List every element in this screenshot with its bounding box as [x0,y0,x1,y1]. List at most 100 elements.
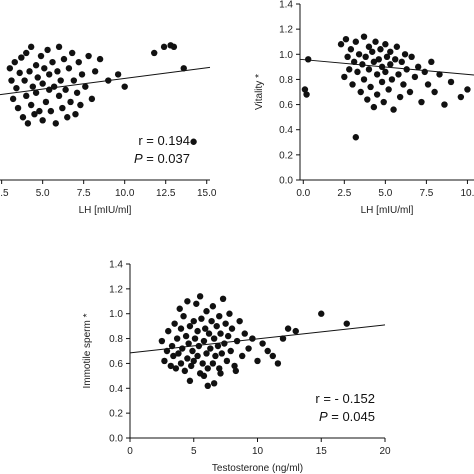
data-point [11,58,18,66]
data-point [219,295,227,302]
data-point [32,62,40,69]
data-point [418,98,425,106]
data-point [387,61,394,68]
data-point [359,61,366,68]
data-point [47,107,55,115]
data-point [457,93,465,101]
data-point [209,360,217,367]
data-point [355,51,363,58]
x-tick-label: 15.0 [197,188,217,199]
x-tick-label: 5.0 [36,188,50,199]
data-point [21,77,28,84]
data-point [360,76,368,83]
data-point [177,360,185,367]
data-point [284,325,292,332]
data-point [254,357,261,365]
data-point [173,335,181,342]
data-point [424,81,432,88]
data-point [226,310,233,317]
data-point [382,68,389,76]
data-point [85,52,92,60]
y-axis-title: Immotile sperm * [82,313,93,388]
data-point [72,110,79,118]
data-point [70,77,78,84]
data-point [59,104,66,112]
data-point [198,315,205,322]
data-point [400,81,407,88]
data-point [78,71,86,78]
data-point [213,322,220,330]
data-point [274,360,282,367]
data-point [37,52,45,60]
data-point [373,91,381,98]
data-point [180,65,187,72]
data-point [217,370,224,377]
data-point [212,352,219,360]
data-point [292,327,299,335]
x-tick-label: 0 [127,446,133,457]
data-point [259,340,266,347]
data-point [55,43,63,51]
data-point [224,332,232,340]
x-axis-title: Testosterone (ng/ml) [212,463,303,474]
data-point [8,77,15,84]
data-point [105,77,112,84]
data-point [228,325,236,332]
data-point [221,340,228,347]
data-point [222,320,229,327]
data-point [232,367,240,375]
data-point [431,88,438,96]
data-point [337,41,345,48]
data-point [401,51,409,58]
data-point [214,342,222,350]
y-axis-title: Vitality * [254,74,265,110]
data-point [31,110,38,118]
data-point [209,303,217,310]
data-point [65,65,73,72]
data-point [382,41,389,48]
data-point [393,43,401,50]
data-point [32,89,40,96]
data-point [41,65,48,72]
data-point [387,48,394,55]
data-point [186,322,194,330]
data-point [364,96,371,103]
data-point [346,66,353,73]
data-point [236,317,243,325]
data-point [57,77,64,84]
data-point [9,95,17,103]
data-point [428,58,435,66]
y-tick-label: 1.0 [109,309,123,320]
x-tick-label: 2.5 [337,188,351,199]
data-point [392,56,399,63]
data-point [176,305,183,312]
data-point [46,71,53,78]
y-tick-label: 0.6 [109,359,123,370]
data-point [421,68,428,76]
data-point [341,73,348,81]
data-point [301,86,309,93]
data-point [406,88,414,96]
y-tick-label: 1.4 [109,260,123,271]
data-point [264,347,271,355]
data-point [29,83,37,90]
data-point [13,84,20,92]
data-point [64,114,71,121]
y-tick-label: 0.8 [109,334,123,345]
data-point [231,362,238,370]
data-point [6,65,14,72]
p-value: P = 0.037 [134,151,190,166]
data-point [160,43,168,51]
y-tick-label: 0.4 [279,125,293,136]
data-point [18,54,25,61]
data-point [354,68,361,76]
data-point [188,362,195,370]
data-point [179,345,186,352]
data-point [54,68,61,75]
x-tick-label: 0.0 [296,188,310,199]
data-point [216,365,223,372]
data-point [350,58,358,66]
data-point [27,101,35,109]
data-point [16,69,23,77]
